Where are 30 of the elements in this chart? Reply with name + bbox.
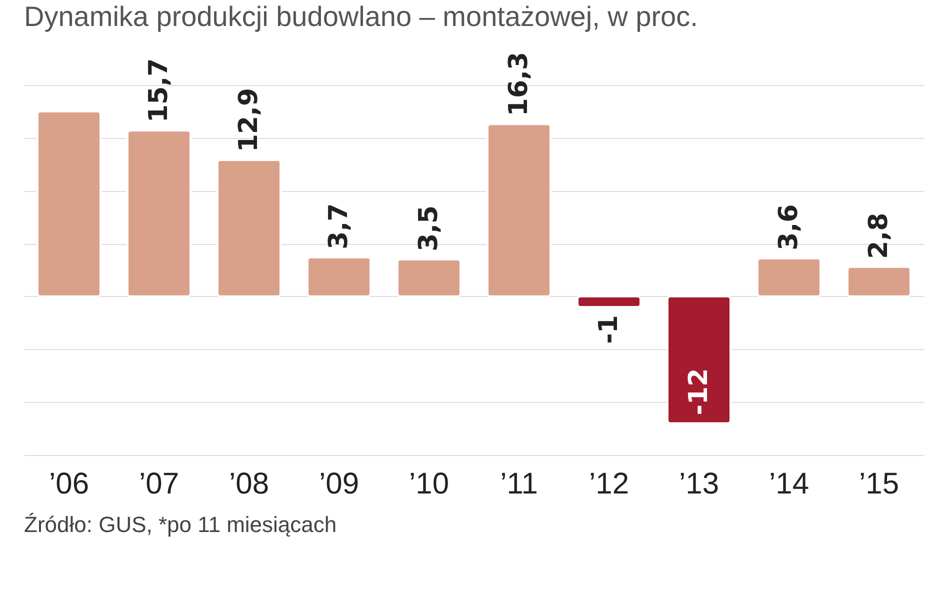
- bar: [216, 159, 282, 298]
- data-label: 3,7: [324, 203, 354, 250]
- data-label: 15,7: [144, 58, 174, 122]
- x-tick-label: ’10: [408, 468, 450, 500]
- x-tick-label: ’12: [588, 468, 630, 500]
- bar: [36, 110, 102, 298]
- x-tick-label: ’15: [858, 468, 900, 500]
- data-label: 3,6: [774, 204, 804, 250]
- bar: [396, 258, 462, 298]
- bar: [846, 266, 912, 298]
- bar: [306, 256, 372, 298]
- data-label: -12: [684, 368, 714, 416]
- data-label: 16,3: [504, 52, 534, 116]
- x-tick-label: ’06: [48, 468, 90, 500]
- x-tick-label: ’07: [138, 468, 180, 500]
- data-label: 12,9: [234, 88, 264, 152]
- x-tick-label: ’14: [768, 468, 810, 500]
- bar: [486, 123, 552, 298]
- x-tick-label: ’09: [318, 468, 360, 500]
- x-tick-label: ’11: [500, 468, 538, 500]
- text: Źródło: GUS, *po 11 miesiącach: [24, 512, 337, 537]
- data-label: 2,8: [864, 212, 894, 259]
- bar: [756, 257, 822, 298]
- data-label: 3,5: [414, 205, 444, 252]
- x-tick-label: ’08: [228, 468, 270, 500]
- bar: [576, 295, 642, 308]
- chart-title: Dynamika produkcji budowlano – montażowej, w proc.: [24, 0, 698, 32]
- bar: [666, 295, 732, 424]
- x-tick-label: ’13: [678, 468, 720, 500]
- data-label: -1: [594, 315, 624, 344]
